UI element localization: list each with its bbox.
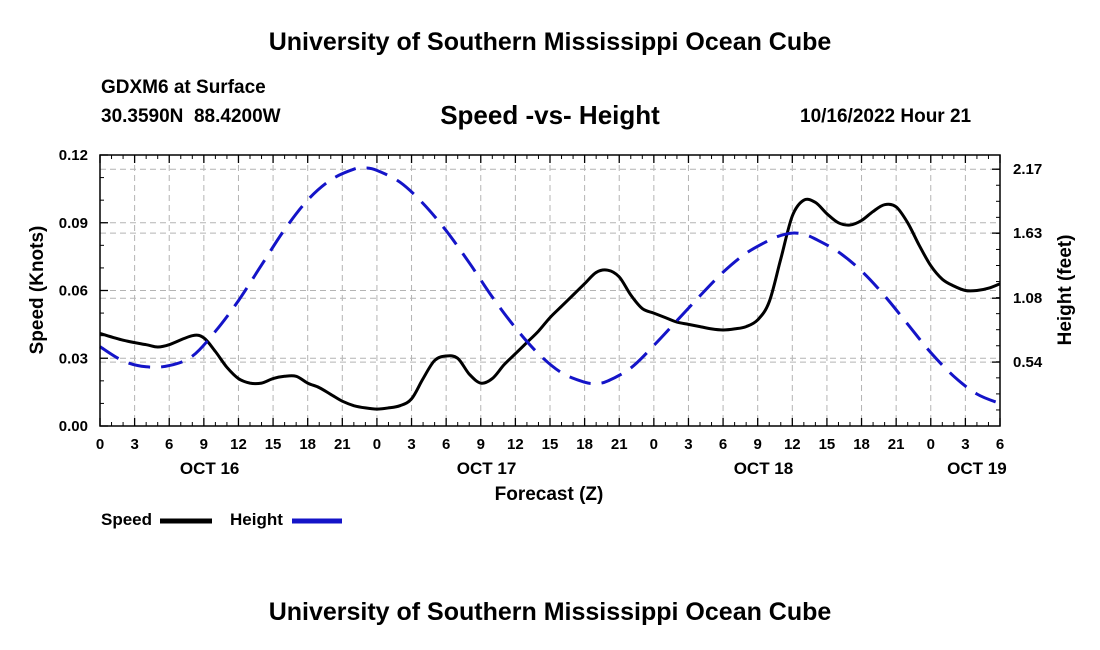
coordinates-label: 30.3590N 88.4200W [101,106,281,127]
legend-speed-label: Speed [101,510,153,529]
x-tick-label: 3 [961,436,969,453]
y-right-tick-label: 1.08 [1013,290,1042,307]
x-tick-label: 12 [230,436,247,453]
x-axis-label: Forecast (Z) [495,484,604,505]
x-tick-label: 18 [853,436,870,453]
x-tick-label: 15 [265,436,282,453]
x-date-label: OCT 18 [734,459,794,478]
legend-height-label: Height [230,510,283,529]
x-tick-label: 6 [719,436,727,453]
x-date-label: OCT 19 [947,459,1007,478]
x-tick-label: 18 [299,436,316,453]
series-line-height [99,166,1001,405]
x-tick-label: 0 [927,436,935,453]
series-line-speed [99,197,1001,411]
chart-subtitle: Speed -vs- Height [440,100,660,130]
x-tick-label: 3 [130,436,138,453]
x-tick-label: 21 [888,436,905,453]
x-tick-label: 3 [407,436,415,453]
x-date-label: OCT 16 [180,459,240,478]
x-tick-label: 12 [507,436,524,453]
x-tick-label: 6 [165,436,173,453]
axis-ticks: 0 3 6 9 12 15 18 21 0 3 6 9 12 15 18 21 0 3 6 9 12 15 18 21 0 3 6O… [59,147,1043,478]
y-right-tick-label: 0.54 [1013,354,1043,371]
x-tick-label: 21 [611,436,628,453]
x-tick-label: 21 [334,436,351,453]
y-left-tick-label: 0.09 [59,215,88,232]
timestamp-label: 10/16/2022 Hour 21 [800,106,972,127]
x-tick-label: 12 [784,436,801,453]
y-axis-left-label: Speed (Knots) [27,226,48,355]
x-tick-label: 15 [819,436,836,453]
series-lines [99,166,1001,411]
x-tick-label: 0 [650,436,658,453]
station-label: GDXM6 at Surface [101,77,266,98]
y-axis-right-label: Height (feet) [1055,235,1076,346]
x-tick-label: 3 [684,436,692,453]
y-right-tick-label: 1.63 [1013,225,1042,242]
y-right-tick-label: 2.17 [1013,161,1042,178]
y-left-tick-label: 0.00 [59,418,88,435]
x-tick-label: 0 [96,436,104,453]
x-tick-label: 9 [200,436,208,453]
y-left-tick-label: 0.03 [59,350,88,367]
x-tick-label: 18 [576,436,593,453]
x-tick-label: 0 [373,436,381,453]
grid-lines [100,155,1000,426]
x-tick-label: 15 [542,436,559,453]
chart-title-top: University of Southern Mississippi Ocean… [268,28,832,56]
x-tick-label: 9 [754,436,762,453]
y-left-tick-label: 0.12 [59,147,88,164]
y-left-tick-label: 0.06 [59,283,88,300]
x-tick-label: 6 [442,436,450,453]
x-tick-label: 9 [477,436,485,453]
x-tick-label: 6 [996,436,1004,453]
chart-title-bottom: University of Southern Mississippi Ocean… [268,598,832,626]
x-date-label: OCT 17 [457,459,517,478]
